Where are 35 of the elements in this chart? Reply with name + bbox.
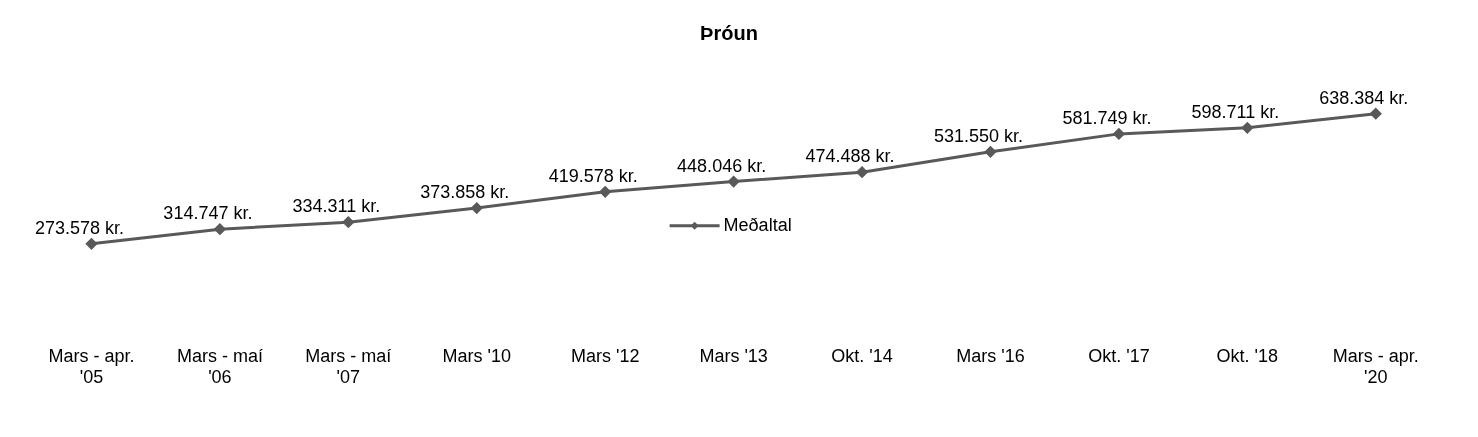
data-label: 419.578 kr. xyxy=(548,165,638,186)
data-label: 474.488 kr. xyxy=(805,146,895,167)
x-tick-label: Okt. '14 xyxy=(831,345,893,366)
x-tick-label: Mars '16 xyxy=(956,345,1025,366)
point xyxy=(1241,122,1253,134)
point xyxy=(599,186,611,198)
point xyxy=(85,238,97,250)
data-label: 273.578 kr. xyxy=(34,217,124,238)
chart-title: Þróun xyxy=(700,21,758,44)
point xyxy=(342,216,354,228)
point xyxy=(1113,128,1125,140)
point xyxy=(856,166,868,178)
data-label: 598.711 kr. xyxy=(1191,101,1280,122)
data-label: 314.747 kr. xyxy=(163,203,253,224)
x-tick-label: Mars - apr. '05 xyxy=(48,345,135,388)
x-tick-label: Okt. '18 xyxy=(1216,345,1279,366)
x-tick-label: Mars - apr. '20 xyxy=(1332,345,1419,388)
x-tick-label: Mars - maí '07 xyxy=(305,345,392,388)
point xyxy=(214,223,226,235)
data-label: 373.858 kr. xyxy=(420,182,510,203)
x-tick-label: Mars - maí '06 xyxy=(176,345,263,388)
data-label: 531.550 kr. xyxy=(933,125,1024,146)
point xyxy=(728,176,740,188)
x-tick-label: Okt. '17 xyxy=(1088,345,1150,366)
point xyxy=(1370,108,1382,120)
legend-label: Meðaltal xyxy=(723,214,792,235)
point xyxy=(471,202,483,214)
x-tick-label: Mars '10 xyxy=(442,345,511,366)
x-tick-label: Mars '12 xyxy=(570,345,640,366)
data-label: 448.046 kr. xyxy=(677,155,767,176)
data-label: 581.749 kr. xyxy=(1062,107,1152,128)
data-label: 638.384 kr. xyxy=(1319,87,1409,108)
x-tick-label: Mars '13 xyxy=(699,345,768,366)
point xyxy=(984,146,996,158)
data-label: 334.311 kr. xyxy=(292,196,381,217)
